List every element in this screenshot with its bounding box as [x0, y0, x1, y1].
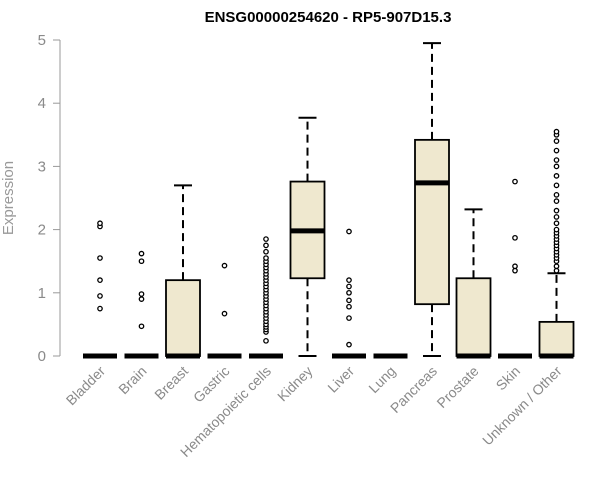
outlier-point — [221, 262, 228, 269]
outlier-point — [97, 255, 103, 261]
outlier-point — [553, 138, 560, 144]
category-label: Kidney — [274, 363, 316, 405]
box-6 — [289, 116, 326, 357]
outlier-point — [97, 277, 103, 284]
outlier-point — [346, 283, 352, 290]
y-tick-label: 1 — [38, 285, 46, 302]
outlier-point — [346, 228, 352, 235]
box-rect — [165, 279, 201, 357]
box-4 — [207, 262, 242, 359]
outlier-point — [263, 337, 269, 344]
outlier-point — [346, 341, 352, 348]
outlier-point — [97, 305, 103, 312]
outlier-point — [346, 315, 352, 321]
outlier-point — [97, 220, 103, 227]
outlier-point — [512, 267, 518, 274]
outlier-point — [346, 289, 352, 296]
box-5 — [249, 236, 283, 359]
outlier-point — [512, 178, 518, 185]
outlier-point — [553, 214, 560, 220]
outlier-point — [346, 297, 352, 304]
category-label: Unknown / Other — [479, 363, 565, 449]
box-group — [83, 42, 575, 359]
category-label: Lung — [365, 363, 398, 396]
outlier-point — [138, 258, 145, 265]
outlier-point — [553, 173, 560, 179]
box-3 — [165, 184, 201, 359]
outlier-point — [138, 323, 145, 330]
outlier-point — [553, 157, 560, 163]
outlier-point — [221, 310, 228, 317]
outlier-point — [97, 293, 103, 299]
y-tick-label: 0 — [38, 348, 46, 365]
outlier-point — [138, 250, 145, 257]
outlier-point — [553, 267, 560, 274]
outlier-point — [263, 242, 269, 249]
category-label: Skin — [493, 363, 524, 394]
outlier-point — [553, 128, 560, 135]
category-label: Prostate — [433, 363, 481, 411]
outlier-point — [553, 207, 560, 214]
outlier-point — [263, 236, 269, 242]
outlier-point — [263, 255, 269, 261]
outlier-point — [553, 220, 560, 227]
category-label: Liver — [324, 363, 357, 396]
box-12 — [538, 128, 575, 359]
outlier-point — [512, 263, 518, 270]
outlier-point — [138, 291, 145, 297]
box-rect — [538, 320, 575, 357]
box-2 — [124, 250, 159, 359]
outlier-point — [263, 248, 269, 255]
outlier-point — [553, 147, 560, 154]
y-axis-label: Expression — [0, 161, 17, 235]
outlier-point — [553, 163, 560, 170]
outlier-point — [553, 191, 560, 198]
chart-title: ENSG00000254620 - RP5-907D15.3 — [205, 9, 452, 26]
y-tick-label: 5 — [38, 32, 46, 49]
outlier-point — [553, 226, 560, 233]
category-label: Breast — [151, 363, 191, 403]
outlier-point — [553, 263, 560, 270]
box-rect — [455, 277, 492, 357]
y-axis: 0 1 2 3 4 5 — [38, 32, 61, 365]
category-label: Brain — [115, 363, 149, 397]
box-9 — [414, 42, 450, 357]
y-tick-label: 3 — [38, 158, 46, 175]
category-label: Bladder — [63, 363, 109, 409]
outlier-point — [346, 277, 352, 284]
box-10 — [455, 208, 492, 359]
box-7 — [332, 228, 366, 359]
outlier-point — [553, 198, 560, 205]
outlier-point — [138, 296, 145, 302]
outlier-point — [553, 182, 560, 189]
box-1 — [83, 220, 117, 359]
outlier-point — [346, 303, 352, 310]
y-tick-label: 4 — [38, 95, 46, 112]
outlier-point — [512, 234, 518, 241]
y-tick-label: 2 — [38, 222, 46, 239]
box-rect — [414, 138, 450, 306]
box-11 — [498, 178, 532, 359]
